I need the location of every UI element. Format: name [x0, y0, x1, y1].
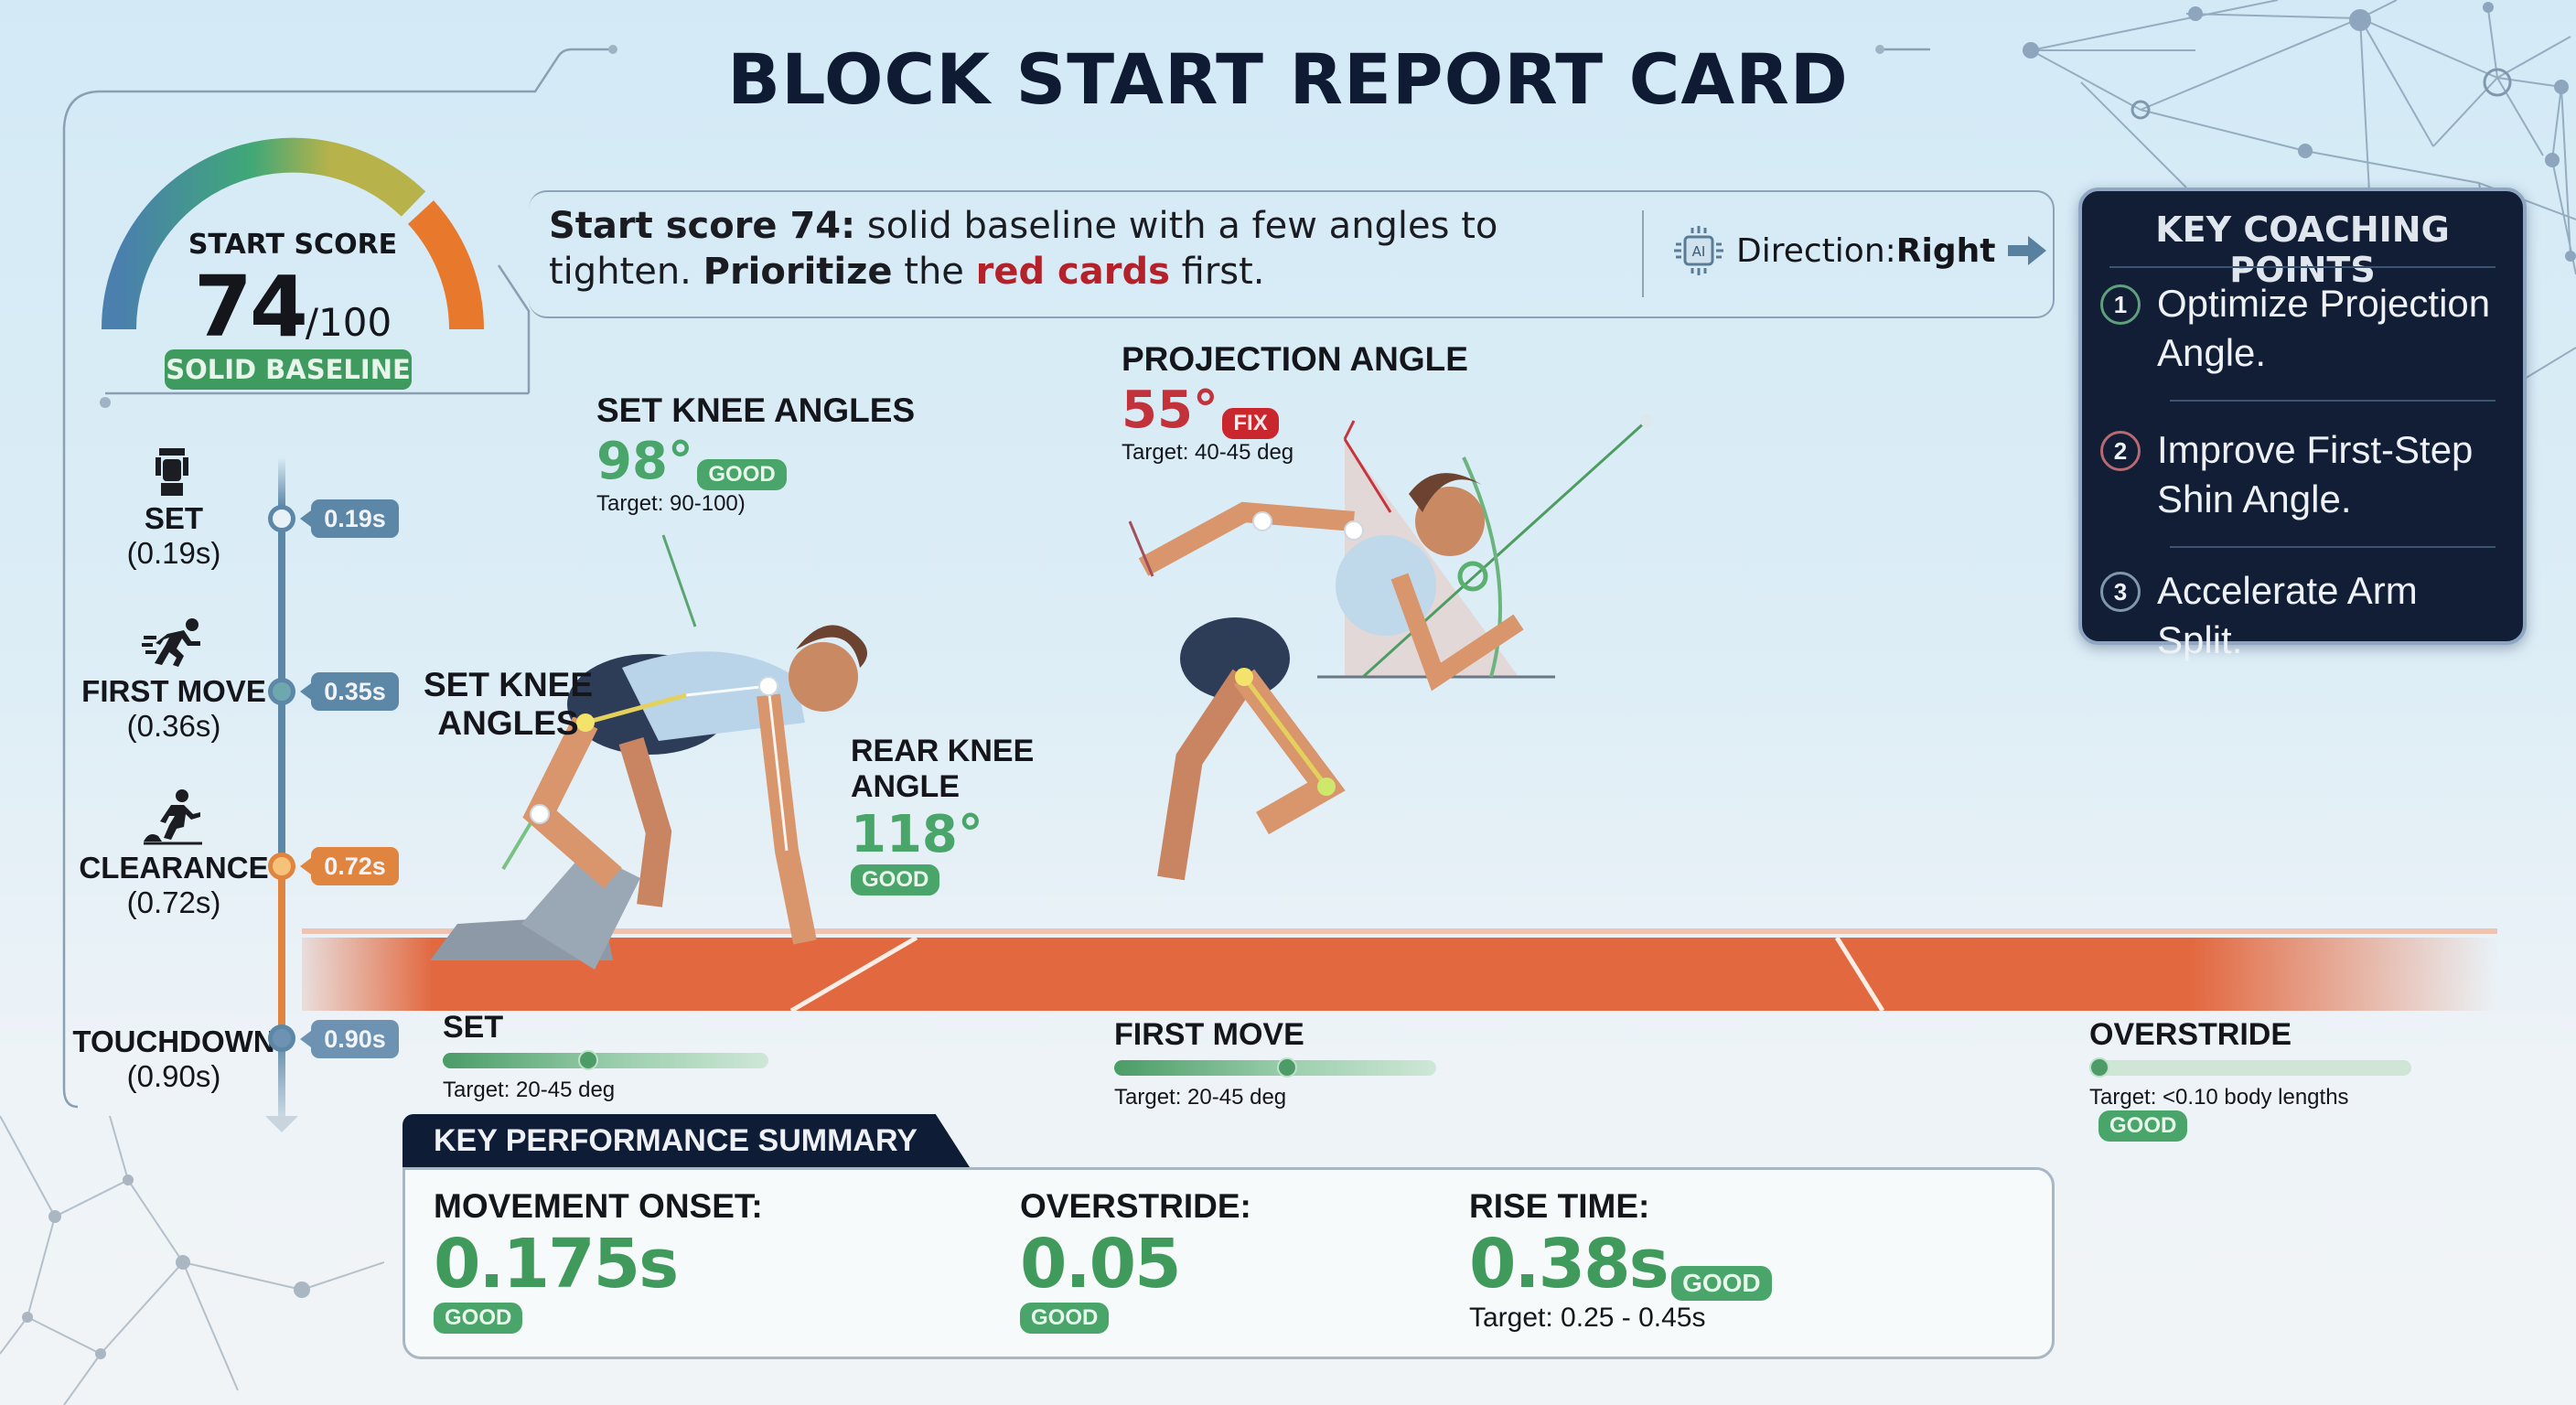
status-badge-good: GOOD	[851, 864, 940, 896]
annotation-target: Target: 90-100)	[596, 491, 746, 516]
timeline-badge-touchdown: 0.90s	[300, 1020, 399, 1058]
status-badge-good: GOOD	[1671, 1265, 1772, 1301]
direction-label: Direction:	[1736, 231, 1896, 270]
timeline-label-first-move: FIRST MOVE (0.36s)	[81, 674, 266, 743]
timeline-badge-set: 0.19s	[300, 499, 399, 538]
timeline-dot-first-move[interactable]	[268, 678, 295, 705]
number-badge-1: 1	[2100, 284, 2141, 325]
timeline-track-end	[278, 1035, 285, 1127]
phase-progress-bar	[2089, 1057, 2411, 1078]
runner-icon	[142, 617, 206, 673]
banner-divider	[1642, 210, 1644, 297]
timeline-dot-set[interactable]	[268, 505, 295, 532]
phase-progress-bar	[443, 1050, 768, 1070]
kpi-rise-time: RISE TIME: 0.38s GOOD Target: 0.25 - 0.4…	[1469, 1187, 1772, 1334]
timeline-track-top	[278, 457, 285, 869]
score-label: START SCORE	[188, 229, 398, 261]
athlete-drive-phase-illustration	[1128, 414, 1653, 881]
rear-knee-angle-value: 118°	[851, 805, 983, 864]
timeline-arrow-icon	[265, 1116, 298, 1132]
annotation-title: SET KNEE ANGLES	[596, 391, 916, 429]
timeline-dot-clearance[interactable]	[268, 853, 295, 880]
timeline-label-touchdown: TOUCHDOWN (0.90s)	[72, 1024, 275, 1093]
coaching-item: 1 Optimize Projection Angle.	[2100, 279, 2512, 378]
runner-off-block-icon	[142, 788, 206, 850]
phase-overstride: OVERSTRIDE Target: <0.10 body lengths GO…	[2089, 1017, 2411, 1142]
page-title: BLOCK START REPORT CARD	[727, 38, 1849, 120]
phase-first-move: FIRST MOVE Target: 20-45 deg	[1114, 1017, 1436, 1110]
coaching-text: Optimize Projection Angle.	[2157, 282, 2491, 374]
timeline-badge-clearance: 0.72s	[300, 847, 399, 885]
status-badge-good: GOOD	[697, 458, 787, 490]
svg-text:AI: AI	[1692, 243, 1706, 260]
divider	[2170, 546, 2496, 548]
start-score-gauge: START SCORE 74/100 SOLID BASELINE	[91, 137, 494, 390]
phase-marker	[1277, 1057, 1297, 1078]
gauge-arc	[101, 137, 484, 330]
direction-value: Right	[1895, 231, 1996, 270]
coaching-text: Accelerate Arm Split.	[2157, 569, 2418, 661]
timeline-badge-first-move: 0.35s	[300, 672, 399, 711]
set-knee-angles-annotation: SET KNEE ANGLES 98° GOOD Target: 90-100)	[596, 391, 915, 517]
summary-text: Start score 74: solid baseline with a fe…	[549, 205, 1498, 293]
timeline-label-set: SET (0.19s)	[126, 501, 221, 570]
athlete-set-position-illustration	[430, 625, 867, 970]
number-badge-2: 2	[2100, 431, 2141, 471]
summary-banner	[529, 190, 2055, 318]
status-badge-good: GOOD	[2098, 1110, 2188, 1142]
annotation-title: PROJECTION ANGLE	[1122, 340, 1468, 378]
kpi-summary-panel	[402, 1167, 2055, 1359]
phase-set: SET Target: 20-45 deg	[443, 1010, 768, 1103]
number-badge-3: 3	[2100, 572, 2141, 612]
knee-pointer-line	[661, 534, 697, 627]
score-value: 74/100	[193, 258, 392, 356]
annotation-target: Target: 40-45 deg	[1122, 440, 1294, 465]
direction-indicator: AI Direction: Right	[1674, 226, 2048, 275]
score-rating-badge: SOLID BASELINE	[165, 349, 412, 390]
projection-angle-value: 55°	[1122, 381, 1218, 440]
coaching-title: KEY COACHING POINTS	[2155, 209, 2450, 290]
arrow-right-icon	[2008, 236, 2047, 265]
projection-angle-annotation: PROJECTION ANGLE 55° FIX Target: 40-45 d…	[1122, 340, 1468, 466]
set-knee-angle-value: 98°	[596, 432, 693, 491]
coaching-item: 3 Accelerate Arm Split.	[2100, 566, 2512, 665]
rear-knee-angle-annotation: REAR KNEE ANGLE 118° GOOD	[851, 734, 1034, 896]
timeline-label-clearance: CLEARANCE (0.72s)	[79, 851, 269, 919]
timeline-dot-touchdown[interactable]	[268, 1024, 295, 1052]
status-badge-good: GOOD	[1020, 1303, 1110, 1334]
kpi-overstride: OVERSTRIDE: 0.05 GOOD	[1020, 1187, 1251, 1334]
coaching-item: 2 Improve First-Step Shin Angle.	[2100, 425, 2512, 524]
divider	[2109, 266, 2496, 268]
set-knee-angles-side-label: SET KNEE ANGLES	[424, 666, 594, 742]
divider	[2170, 400, 2496, 402]
status-badge-good: GOOD	[434, 1303, 523, 1334]
phase-marker	[2089, 1057, 2109, 1078]
ai-chip-icon: AI	[1674, 226, 1723, 275]
status-badge-fix: FIX	[1222, 407, 1279, 439]
running-track	[302, 928, 2497, 1011]
kpi-summary-tab: KEY PERFORMANCE SUMMARY	[402, 1114, 970, 1167]
starting-block-icon	[154, 446, 190, 502]
network-decoration-bottom-left	[0, 1115, 384, 1405]
timeline-track-clearance	[278, 864, 285, 1038]
phase-progress-bar	[1114, 1057, 1436, 1078]
kpi-movement-onset: MOVEMENT ONSET: 0.175s GOOD	[434, 1187, 763, 1334]
phase-marker	[578, 1050, 598, 1070]
coaching-text: Improve First-Step Shin Angle.	[2157, 428, 2474, 520]
key-coaching-points-panel: KEY COACHING POINTS 1 Optimize Projectio…	[2078, 188, 2527, 661]
